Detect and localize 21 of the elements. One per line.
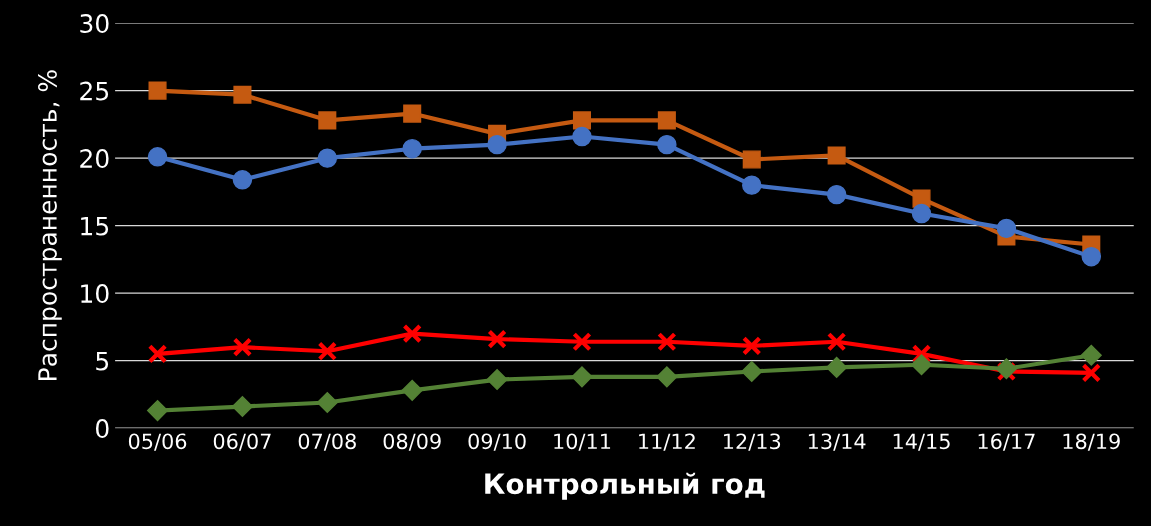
y-tick-label: 20: [80, 149, 109, 168]
x-axis-title: Контрольный год: [485, 472, 765, 500]
y-tick-label: 15: [81, 216, 109, 236]
x-tick-label: 06/07: [213, 433, 271, 451]
y-axis-title: Распространенность, %: [38, 70, 62, 380]
y-tick-label: 25: [80, 81, 109, 101]
x-tick-label: 16/17: [978, 433, 1035, 451]
x-tick-label: 09/10: [468, 433, 526, 451]
x-tick-label: 08/09: [383, 433, 441, 451]
y-tick-label: 5: [96, 351, 109, 371]
y-tick-label: 30: [80, 14, 109, 33]
x-tick-label: 12/13: [724, 433, 781, 451]
x-tick-label: 11/12: [639, 433, 695, 451]
y-tick-label: 10: [81, 284, 109, 304]
x-tick-label: 05/06: [128, 433, 187, 451]
x-tick-label: 13/14: [808, 433, 866, 451]
x-tick-label: 14/15: [893, 433, 950, 451]
y-tick-label: 0: [95, 419, 109, 439]
x-tick-label: 10/11: [554, 433, 611, 451]
x-tick-label: 07/08: [298, 433, 356, 451]
x-tick-label: 18/19: [1063, 433, 1120, 451]
